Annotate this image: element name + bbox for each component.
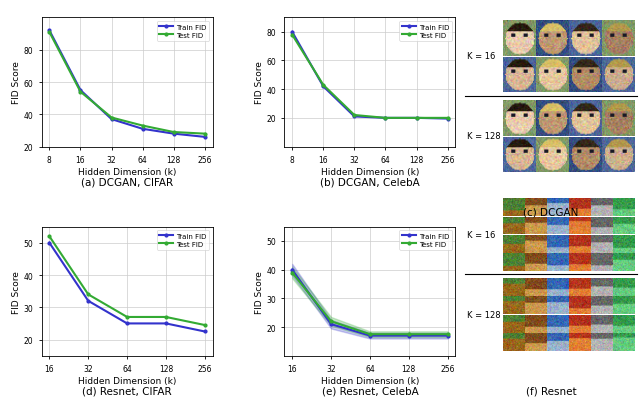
Text: (b) DCGAN, CelebA: (b) DCGAN, CelebA bbox=[320, 177, 420, 187]
Train FID bbox=[444, 117, 451, 122]
Test FID bbox=[139, 124, 147, 129]
Train FID bbox=[108, 117, 115, 122]
Line: Test FID: Test FID bbox=[289, 270, 451, 337]
Test FID bbox=[381, 116, 389, 121]
Y-axis label: FID Score: FID Score bbox=[255, 61, 264, 104]
Train FID bbox=[201, 329, 209, 334]
X-axis label: Hidden Dimension (k): Hidden Dimension (k) bbox=[78, 376, 176, 385]
Text: (e) Resnet, CelebA: (e) Resnet, CelebA bbox=[321, 385, 419, 395]
Test FID bbox=[327, 319, 335, 324]
Line: Train FID: Train FID bbox=[47, 240, 207, 335]
Train FID bbox=[77, 88, 84, 93]
Test FID bbox=[108, 116, 115, 121]
Legend: Train FID, Test FID: Train FID, Test FID bbox=[157, 22, 209, 41]
Train FID bbox=[84, 299, 92, 303]
Test FID bbox=[84, 292, 92, 297]
X-axis label: Hidden Dimension (k): Hidden Dimension (k) bbox=[321, 376, 419, 385]
Train FID bbox=[405, 333, 413, 338]
Text: K = 16: K = 16 bbox=[467, 230, 495, 239]
Test FID bbox=[201, 132, 209, 137]
Train FID bbox=[45, 240, 53, 245]
Train FID bbox=[319, 85, 327, 90]
Train FID bbox=[289, 30, 296, 35]
X-axis label: Hidden Dimension (k): Hidden Dimension (k) bbox=[78, 167, 176, 176]
Legend: Train FID, Test FID: Train FID, Test FID bbox=[399, 22, 452, 41]
Test FID bbox=[405, 332, 413, 337]
Line: Test FID: Test FID bbox=[47, 234, 207, 328]
Train FID bbox=[289, 267, 296, 272]
Test FID bbox=[45, 234, 53, 239]
Train FID bbox=[351, 115, 358, 119]
Test FID bbox=[289, 270, 296, 275]
Train FID bbox=[413, 116, 420, 121]
X-axis label: Hidden Dimension (k): Hidden Dimension (k) bbox=[321, 167, 419, 176]
Train FID bbox=[444, 333, 451, 338]
Train FID bbox=[327, 322, 335, 327]
Text: (c) DCGAN: (c) DCGAN bbox=[524, 207, 579, 217]
Text: K = 128: K = 128 bbox=[467, 132, 500, 141]
Line: Train FID: Train FID bbox=[289, 267, 451, 339]
Line: Train FID: Train FID bbox=[47, 29, 207, 140]
Text: K = 128: K = 128 bbox=[467, 310, 500, 319]
Legend: Train FID, Test FID: Train FID, Test FID bbox=[399, 231, 452, 250]
Test FID bbox=[77, 90, 84, 95]
Test FID bbox=[289, 33, 296, 38]
Test FID bbox=[319, 83, 327, 88]
Test FID bbox=[444, 332, 451, 337]
Text: (a) DCGAN, CIFAR: (a) DCGAN, CIFAR bbox=[81, 177, 173, 187]
Train FID bbox=[201, 135, 209, 140]
Text: (f) Resnet: (f) Resnet bbox=[525, 385, 576, 395]
Legend: Train FID, Test FID: Train FID, Test FID bbox=[157, 231, 209, 250]
Train FID bbox=[170, 132, 177, 137]
Text: (d) Resnet, CIFAR: (d) Resnet, CIFAR bbox=[83, 385, 172, 395]
Test FID bbox=[170, 130, 177, 135]
Test FID bbox=[124, 315, 131, 320]
Test FID bbox=[201, 323, 209, 328]
Train FID bbox=[139, 127, 147, 132]
Y-axis label: FID Score: FID Score bbox=[12, 61, 20, 104]
Train FID bbox=[366, 333, 374, 338]
Test FID bbox=[45, 30, 53, 35]
Y-axis label: FID Score: FID Score bbox=[12, 270, 20, 313]
Test FID bbox=[351, 113, 358, 118]
Line: Train FID: Train FID bbox=[289, 30, 451, 122]
Train FID bbox=[381, 116, 389, 121]
Train FID bbox=[124, 321, 131, 326]
Test FID bbox=[162, 315, 170, 320]
Test FID bbox=[413, 116, 420, 121]
Train FID bbox=[162, 321, 170, 326]
Line: Test FID: Test FID bbox=[289, 33, 451, 121]
Test FID bbox=[444, 116, 451, 121]
Text: K = 16: K = 16 bbox=[467, 52, 495, 61]
Y-axis label: FID Score: FID Score bbox=[255, 270, 264, 313]
Test FID bbox=[366, 332, 374, 337]
Train FID bbox=[45, 29, 53, 34]
Line: Test FID: Test FID bbox=[47, 30, 207, 137]
